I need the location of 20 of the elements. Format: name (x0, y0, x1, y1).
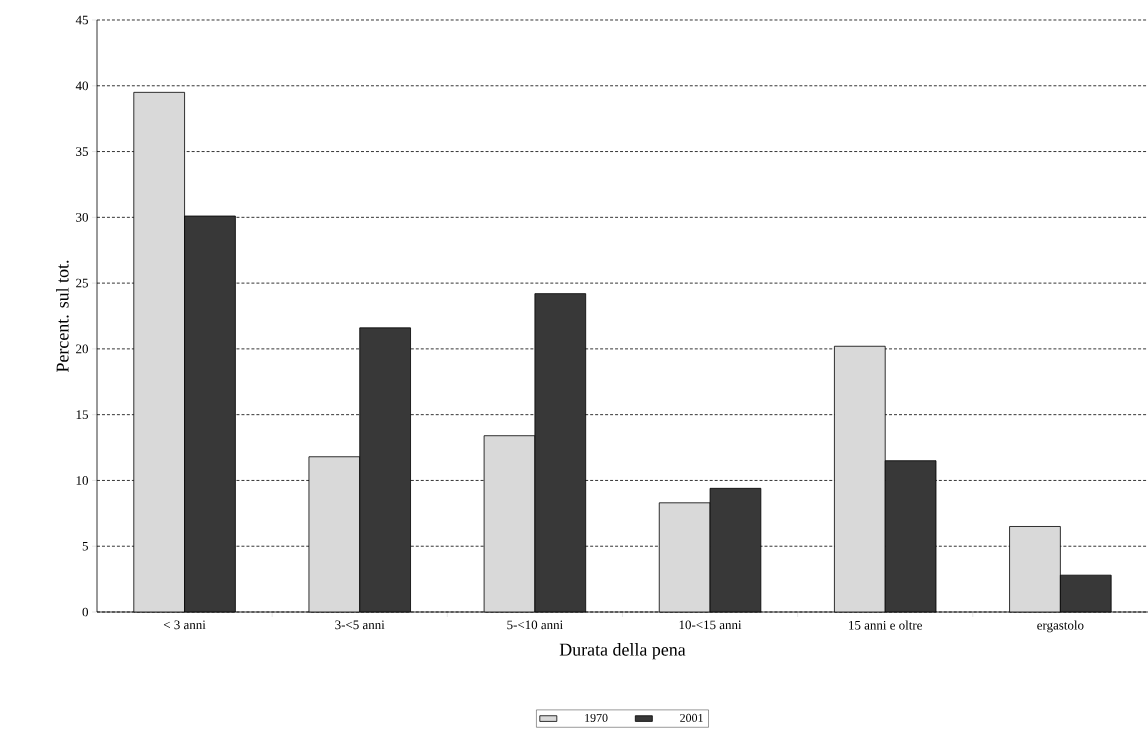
x-axis-title: Durata della pena (559, 643, 686, 660)
x-tick-label: 5-<10 anni (507, 620, 563, 630)
y-tick-label: 20 (76, 344, 89, 354)
y-axis-title: Percent. sul tot. (56, 260, 69, 373)
x-tick-label: 3-<5 anni (335, 620, 385, 630)
y-tick-label: 35 (76, 147, 88, 156)
legend-label: 2001 (680, 713, 703, 722)
x-tick-label: ergastolo (1037, 620, 1084, 633)
legend-label: 1970 (585, 713, 608, 722)
y-tick-label: 10 (76, 476, 89, 485)
y-tick-label: 25 (76, 278, 88, 288)
x-tick-label: < 3 anni (163, 620, 206, 630)
y-tick-label: 40 (75, 81, 89, 91)
y-tick-label: 5 (82, 541, 88, 551)
y-tick-label: 45 (75, 15, 88, 25)
x-tick-label: 10-<15 anni (679, 620, 742, 630)
y-tick-label: 15 (76, 410, 88, 419)
y-tick-label: 0 (82, 607, 89, 617)
x-tick-label: 15 anni e oltre (849, 620, 922, 630)
y-tick-label: 30 (76, 212, 89, 222)
